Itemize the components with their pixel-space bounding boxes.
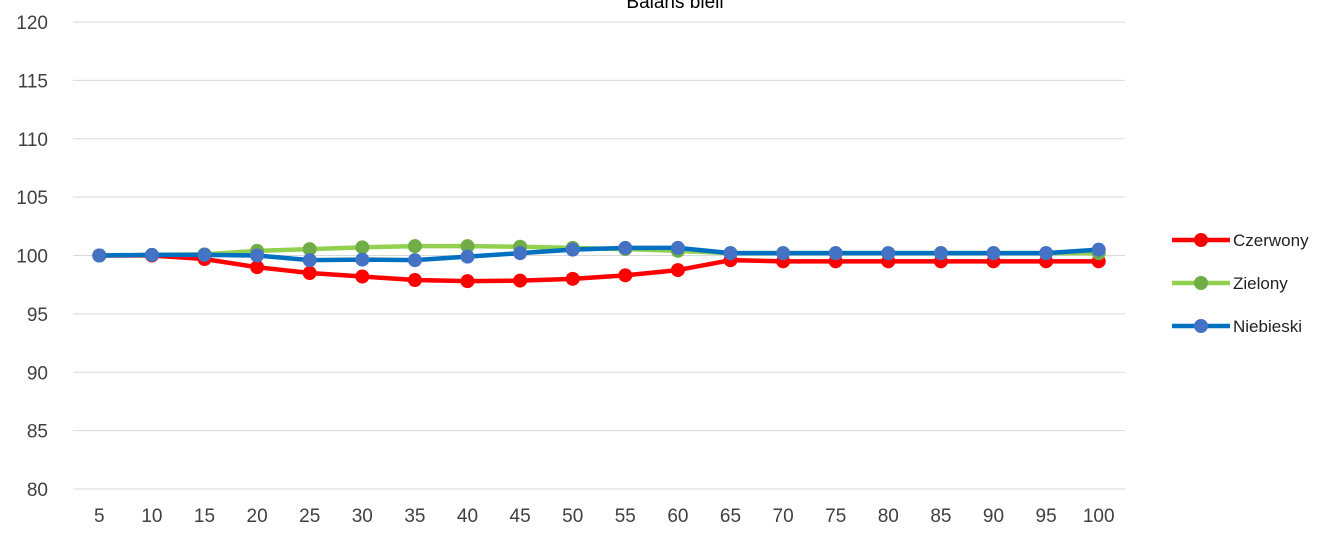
data-point [250, 248, 265, 263]
data-point [302, 253, 317, 268]
x-tick-label: 60 [667, 506, 688, 527]
legend-marker [1194, 233, 1208, 247]
x-tick-label: 45 [510, 506, 531, 527]
data-point [828, 246, 843, 261]
data-point [881, 246, 896, 261]
legend-marker [1194, 276, 1208, 290]
data-point [460, 249, 475, 264]
y-tick-label: 95 [27, 305, 48, 326]
x-tick-label: 75 [825, 506, 846, 527]
data-point [92, 248, 107, 263]
data-point [250, 260, 265, 275]
y-tick-label: 120 [16, 13, 48, 34]
data-point [355, 240, 370, 255]
data-point [933, 246, 948, 261]
data-point [513, 246, 528, 261]
legend-label: Czerwony [1233, 231, 1309, 250]
x-axis-ticks: 5 10 15 20 25 30 35 40 45 50 55 60 65 70 75 80 85 90 95 100 [94, 506, 1115, 527]
data-point [1039, 246, 1054, 261]
x-tick-label: 20 [247, 506, 268, 527]
x-tick-label: 25 [299, 506, 320, 527]
series-group [92, 239, 1106, 289]
data-point [302, 266, 317, 281]
x-tick-label: 40 [457, 506, 478, 527]
series-niebieski [92, 240, 1106, 268]
data-point [565, 271, 580, 286]
data-point [776, 246, 791, 261]
y-tick-label: 115 [18, 71, 48, 92]
chart-title: Balans bieli [626, 0, 723, 13]
legend-marker [1194, 319, 1208, 333]
legend-item: Czerwony [1172, 231, 1309, 250]
legend-label: Niebieski [1233, 317, 1302, 336]
data-point [460, 239, 475, 254]
y-tick-label: 85 [27, 422, 48, 443]
x-tick-label: 10 [141, 506, 162, 527]
y-axis-ticks: 80 85 90 95 100 105 110 115 120 [16, 13, 48, 501]
x-tick-label: 50 [562, 506, 583, 527]
x-tick-label: 90 [983, 506, 1004, 527]
x-tick-label: 35 [404, 506, 425, 527]
data-point [355, 252, 370, 267]
data-point [670, 263, 685, 278]
legend-label: Zielony [1233, 274, 1288, 293]
data-point [565, 242, 580, 257]
x-tick-label: 55 [615, 506, 636, 527]
x-tick-label: 80 [878, 506, 899, 527]
data-point [986, 246, 1001, 261]
data-point [1091, 242, 1106, 257]
data-point [355, 269, 370, 284]
data-point [407, 239, 422, 254]
data-point [407, 253, 422, 268]
y-tick-label: 80 [27, 480, 48, 501]
series-line [97, 253, 1101, 284]
data-point [197, 247, 212, 262]
y-tick-label: 110 [18, 130, 48, 151]
x-tick-label: 70 [773, 506, 794, 527]
y-tick-label: 100 [16, 247, 48, 268]
x-tick-label: 95 [1036, 506, 1057, 527]
y-tick-label: 90 [27, 363, 48, 384]
x-tick-label: 30 [352, 506, 373, 527]
data-point [144, 247, 159, 262]
data-point [670, 240, 685, 255]
data-point [302, 242, 317, 257]
x-tick-label: 65 [720, 506, 741, 527]
legend-item: Niebieski [1172, 317, 1302, 336]
data-point [723, 246, 738, 261]
data-point [407, 273, 422, 288]
legend: Czerwony Zielony Niebieski [1172, 231, 1309, 336]
series-line [97, 245, 1101, 263]
data-point [460, 274, 475, 289]
x-tick-label: 5 [94, 506, 105, 527]
data-point [513, 273, 528, 288]
x-tick-label: 85 [930, 506, 951, 527]
data-point [618, 268, 633, 283]
data-point [618, 240, 633, 255]
y-tick-label: 105 [16, 188, 48, 209]
x-tick-label: 100 [1083, 506, 1115, 527]
x-tick-label: 15 [194, 506, 215, 527]
legend-item: Zielony [1172, 274, 1288, 293]
